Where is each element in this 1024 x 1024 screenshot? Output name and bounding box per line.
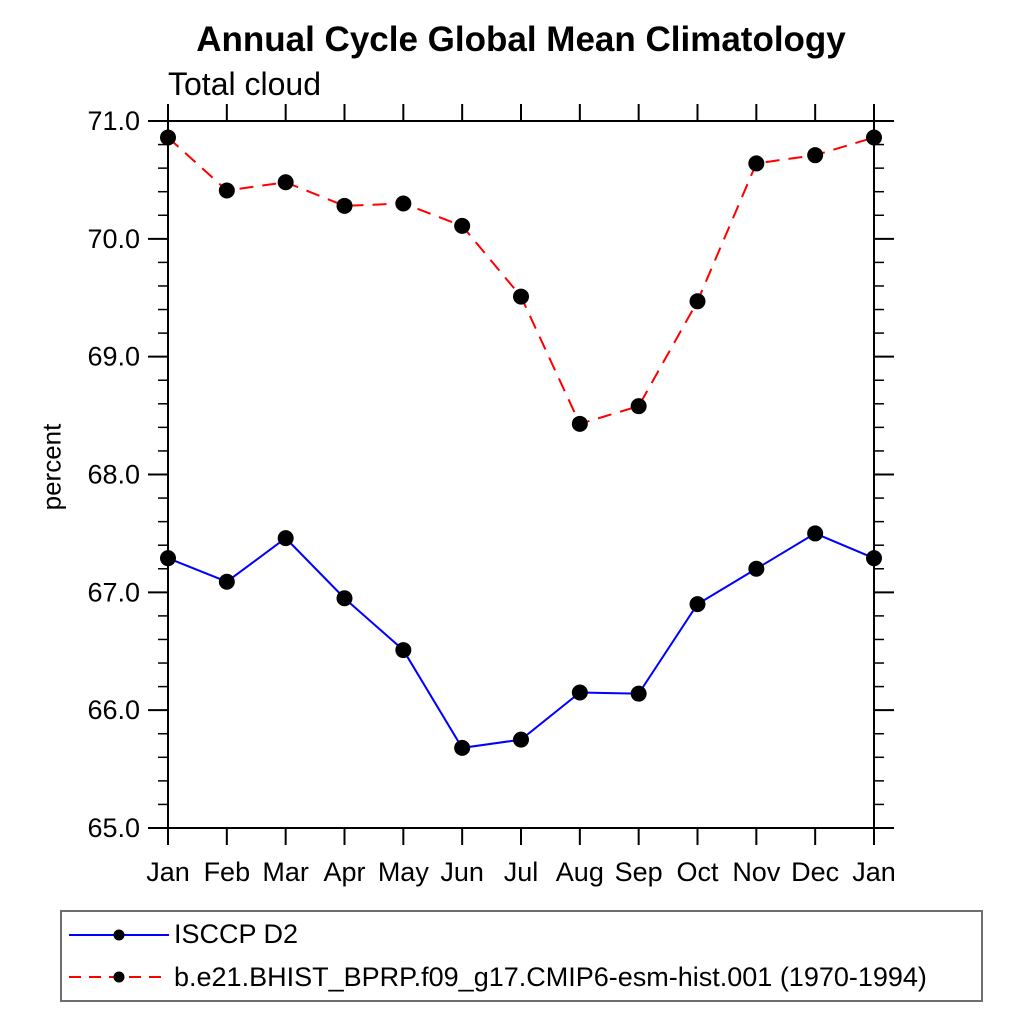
data-point-marker xyxy=(866,129,882,146)
y-tick-label: 69.0 xyxy=(87,342,140,372)
legend-label: ISCCP D2 xyxy=(174,919,299,950)
data-point-marker xyxy=(395,642,412,659)
y-tick-label: 71.0 xyxy=(87,106,140,136)
data-point-marker xyxy=(807,147,824,164)
x-tick-label: Sep xyxy=(615,857,663,887)
x-tick-label: May xyxy=(378,857,430,887)
y-tick-label: 66.0 xyxy=(87,695,140,725)
data-point-marker xyxy=(866,550,882,567)
series-line-1 xyxy=(167,136,875,426)
legend-marker xyxy=(113,971,125,983)
data-point-marker xyxy=(277,174,294,191)
legend-item: ISCCP D2 xyxy=(66,915,981,955)
x-tick-label: Jan xyxy=(146,857,190,887)
legend-item: b.e21.BHIST_BPRP.f09_g17.CMIP6-esm-hist.… xyxy=(66,957,981,997)
legend-swatch xyxy=(69,971,169,983)
data-point-marker xyxy=(395,195,412,212)
x-tick-label: Nov xyxy=(732,857,781,887)
legend-label: b.e21.BHIST_BPRP.f09_g17.CMIP6-esm-hist.… xyxy=(174,961,927,992)
data-point-marker xyxy=(218,573,235,590)
data-point-marker xyxy=(513,288,529,305)
data-point-marker xyxy=(454,739,471,756)
data-point-marker xyxy=(336,590,353,607)
data-point-marker xyxy=(336,197,353,214)
series-line-0 xyxy=(167,532,875,749)
data-point-marker xyxy=(513,731,529,748)
data-point-marker xyxy=(571,415,588,432)
x-tick-label: Feb xyxy=(204,857,251,887)
x-tick-label: Aug xyxy=(556,857,604,887)
x-tick-label: Dec xyxy=(791,857,839,887)
legend-box: ISCCP D2 b.e21.BHIST_BPRP.f09_g17.CMIP6-e… xyxy=(60,910,983,1002)
y-tick-label: 70.0 xyxy=(87,224,140,254)
legend-marker xyxy=(113,929,125,941)
y-tick-label: 67.0 xyxy=(87,577,140,607)
data-point-marker xyxy=(160,550,176,567)
data-point-marker xyxy=(689,293,706,310)
x-tick-label: Jan xyxy=(852,857,896,887)
data-point-marker xyxy=(748,560,765,577)
data-point-marker xyxy=(748,155,765,172)
chart-subtitle: Total cloud xyxy=(168,66,321,102)
x-tick-label: Oct xyxy=(676,857,719,887)
data-point-marker xyxy=(454,217,471,234)
data-point-marker xyxy=(689,596,706,613)
y-tick-label: 68.0 xyxy=(87,460,140,490)
y-tick-label: 65.0 xyxy=(87,813,140,843)
data-point-marker xyxy=(630,398,647,415)
data-point-marker xyxy=(277,530,294,547)
chart-title: Annual Cycle Global Mean Climatology xyxy=(196,20,846,59)
x-tick-label: Mar xyxy=(262,857,309,887)
data-point-marker xyxy=(807,525,824,542)
x-tick-label: Apr xyxy=(323,857,365,887)
plot-frame xyxy=(167,120,875,829)
x-tick-label: Jul xyxy=(504,857,539,887)
x-tick-label: Jun xyxy=(440,857,484,887)
data-point-marker xyxy=(571,684,588,701)
data-point-marker xyxy=(218,182,235,199)
data-point-marker xyxy=(160,129,176,146)
legend-swatch xyxy=(69,929,169,941)
data-point-marker xyxy=(630,685,647,702)
